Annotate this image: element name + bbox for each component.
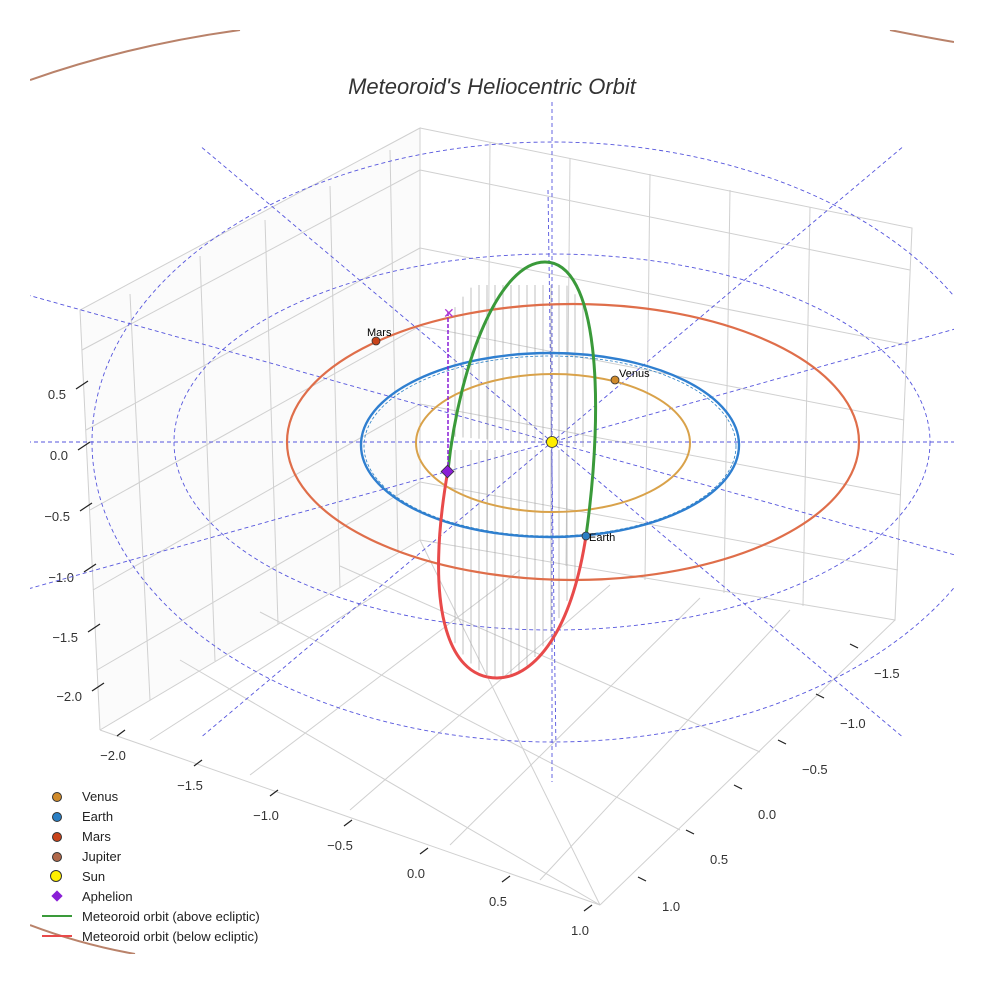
venus-marker	[610, 375, 620, 385]
legend-dot-icon	[52, 812, 62, 822]
venus-orbit	[415, 373, 691, 513]
reference-axis	[547, 189, 557, 751]
tick-label: 0.5	[48, 387, 66, 402]
tick-mark	[343, 819, 353, 827]
tick-mark	[637, 876, 647, 882]
earth-orbit-inner	[363, 355, 737, 537]
tick-mark	[75, 380, 89, 390]
legend-dot-icon	[52, 852, 62, 862]
legend-label: Jupiter	[82, 848, 122, 864]
earth-label: Earth	[589, 532, 615, 544]
tick-mark	[849, 643, 859, 649]
legend-item: Venus	[40, 786, 260, 806]
legend-dot-icon	[52, 832, 62, 842]
chart-title: Meteoroid's Heliocentric Orbit	[348, 74, 636, 99]
legend-item: Earth	[40, 806, 260, 826]
earth-orbit	[359, 351, 741, 539]
tick-mark	[87, 623, 101, 633]
tick-mark	[77, 441, 91, 451]
tick-mark	[83, 563, 97, 573]
tick-label: 0.0	[50, 448, 68, 463]
tick-label: −0.5	[802, 762, 828, 777]
tick-label: 1.0	[571, 923, 589, 938]
tick-label: −1.0	[840, 716, 866, 731]
tick-mark	[193, 759, 203, 767]
tick-mark	[419, 847, 429, 855]
legend-marker	[40, 806, 74, 826]
legend-label: Meteoroid orbit (above ecliptic)	[82, 908, 260, 924]
legend-marker	[40, 786, 74, 806]
drop-lines	[454, 285, 584, 678]
legend-diamond-icon	[51, 890, 63, 902]
legend-marker	[40, 926, 74, 946]
mars-label: Mars	[367, 327, 392, 339]
legend: Venus Earth Mars Jupiter Sun Aphelion Meteoroi…	[40, 786, 260, 946]
legend-label: Venus	[82, 788, 119, 804]
tick-label: −0.5	[44, 509, 70, 524]
legend-marker	[40, 826, 74, 846]
tick-label: 0.0	[758, 807, 776, 822]
legend-item: Meteoroid orbit (above ecliptic)	[40, 906, 260, 926]
legend-marker	[40, 906, 74, 926]
legend-marker	[40, 886, 74, 906]
meteoroid-orbit-below	[437, 469, 588, 680]
tick-label: −0.5	[327, 838, 353, 853]
tick-label: −1.5	[874, 666, 900, 681]
tick-mark	[269, 789, 279, 797]
legend-label: Sun	[82, 868, 106, 884]
legend-marker	[40, 846, 74, 866]
legend-label: Meteoroid orbit (below ecliptic)	[82, 928, 259, 944]
legend-label: Aphelion	[82, 888, 133, 904]
legend-label: Earth	[82, 808, 114, 824]
tick-mark	[583, 904, 593, 912]
mars-orbit	[285, 302, 861, 582]
tick-mark	[777, 739, 787, 745]
legend-dot-icon	[52, 792, 62, 802]
sun-marker	[546, 436, 558, 448]
legend-line-icon	[42, 935, 72, 937]
tick-label: −1.0	[253, 808, 279, 823]
legend-item: Aphelion	[40, 886, 260, 906]
tick-mark	[685, 829, 695, 835]
tick-label: −1.5	[177, 778, 203, 793]
tick-mark	[501, 875, 511, 883]
tick-label: −2.0	[56, 689, 82, 704]
tick-mark	[79, 502, 93, 512]
tick-label: 1.0	[662, 899, 680, 914]
tick-label: 0.5	[489, 894, 507, 909]
venus-label: Venus	[619, 368, 650, 380]
legend-item: Mars	[40, 826, 260, 846]
jupiter-orbit-lower	[30, 924, 136, 954]
legend-label: Mars	[82, 828, 111, 844]
tick-label: −1.0	[48, 570, 74, 585]
axes-box	[79, 127, 913, 906]
legend-item: Meteoroid orbit (below ecliptic)	[40, 926, 260, 946]
legend-sun-icon	[50, 870, 62, 882]
legend-line-icon	[42, 915, 72, 917]
legend-item: Sun	[40, 866, 260, 886]
tick-mark	[815, 693, 825, 699]
tick-mark	[733, 784, 743, 790]
jupiter-orbit	[30, 30, 954, 81]
mars-marker	[371, 336, 381, 346]
legend-marker	[40, 866, 74, 886]
legend-item: Jupiter	[40, 846, 260, 866]
tick-mark	[91, 682, 105, 692]
tick-label: 0.0	[407, 866, 425, 881]
aphelion-x-marker: ✕	[443, 306, 455, 322]
earth-marker	[581, 531, 591, 541]
tick-mark	[116, 729, 126, 737]
aphelion-marker	[440, 464, 455, 479]
tick-label: 0.5	[710, 852, 728, 867]
tick-label: −1.5	[52, 630, 78, 645]
tick-label: −2.0	[100, 748, 126, 763]
meteoroid-orbit-above	[446, 260, 598, 537]
